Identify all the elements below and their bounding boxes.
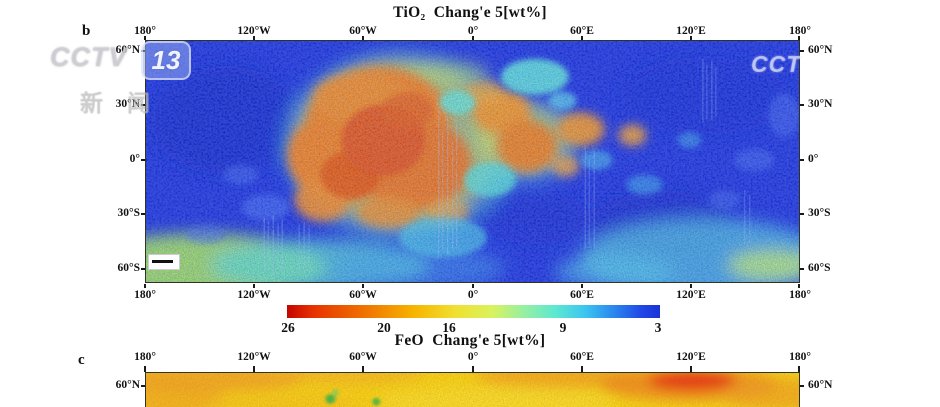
axis-tick (362, 366, 364, 372)
lon-tick-label: 180° (134, 289, 156, 301)
axis-tick (253, 284, 255, 288)
lon-tick-label: 180° (134, 25, 156, 37)
axis-tick (690, 36, 692, 40)
cctv-13-badge: 13 (141, 41, 191, 80)
panel-b-title: TiO₂ Chang'e 5[wt%] (393, 4, 547, 21)
colorbar-tick-label: 20 (377, 320, 391, 335)
axis-tick (800, 385, 804, 387)
lon-tick-label: 60°W (349, 25, 377, 37)
lon-tick-label: 120°E (676, 351, 706, 363)
axis-tick (581, 366, 583, 372)
axis-tick (472, 36, 474, 40)
colorbar (287, 305, 660, 318)
lon-tick-label: 60°W (349, 351, 377, 363)
axis-tick (798, 284, 800, 288)
lat-tick-label: 60°S (808, 262, 831, 274)
axis-tick (800, 50, 804, 52)
lat-tick-label: 30°N (115, 98, 140, 110)
axis-tick (144, 36, 146, 40)
lon-tick-label: 60°E (570, 289, 594, 301)
channel-number: 13 (151, 45, 181, 75)
lat-tick-label: 30°S (808, 207, 831, 219)
axis-tick (144, 366, 146, 372)
lat-tick-label: 60°N (115, 44, 140, 56)
colorbar-tick-label: 16 (442, 320, 456, 335)
lon-tick-label: 60°W (349, 289, 377, 301)
axis-tick (141, 104, 145, 106)
lon-tick-label: 60°E (570, 25, 594, 37)
axis-tick (581, 36, 583, 40)
lon-tick-label: 0° (467, 25, 479, 37)
lon-tick-label: 180° (789, 25, 811, 37)
lat-tick-label: 60°S (117, 262, 141, 274)
axis-tick (144, 284, 146, 288)
axis-tick (581, 284, 583, 288)
axis-tick (690, 366, 692, 372)
axis-tick (253, 366, 255, 372)
news-caption: 新闻 (80, 90, 174, 116)
axis-tick (798, 36, 800, 40)
lat-tick-label: 30°N (808, 98, 833, 110)
colorbar-tick-label: 9 (559, 320, 567, 335)
axis-tick (141, 385, 145, 387)
axis-tick (253, 36, 255, 40)
axis-tick (800, 268, 804, 270)
feo-map (145, 372, 800, 407)
axis-tick (800, 159, 804, 161)
lat-tick-label: 0° (129, 153, 140, 165)
axis-tick (141, 213, 145, 215)
lon-tick-label: 180° (134, 351, 156, 363)
lat-tick-label: 30°S (117, 207, 141, 219)
cctv-logo: CCTV (50, 42, 128, 72)
lon-tick-label: 120°W (237, 25, 271, 37)
axis-tick (362, 284, 364, 288)
axis-tick (472, 284, 474, 288)
map-scale-bar (152, 260, 173, 263)
lon-tick-label: 120°W (237, 351, 271, 363)
tio2-map (145, 40, 800, 283)
lat-tick-label: 0° (808, 153, 819, 165)
lon-tick-label: 120°E (676, 289, 706, 301)
lon-tick-label: 180° (789, 289, 811, 301)
lat-tick-label: 60°N (808, 379, 833, 391)
lon-tick-label: 0° (467, 289, 479, 301)
panel-b-label: b (82, 23, 91, 39)
axis-tick (141, 159, 145, 161)
colorbar-tick-label: 26 (281, 320, 295, 335)
cctv-corner-logo: CCT (751, 51, 802, 77)
axis-tick (362, 36, 364, 40)
axis-tick (800, 104, 804, 106)
lon-tick-label: 120°W (237, 289, 271, 301)
panel-c-label: c (78, 352, 85, 368)
lat-tick-label: 60°N (808, 44, 833, 56)
panel-c-title: FeO Chang'e 5[wt%] (394, 332, 546, 349)
axis-tick (472, 366, 474, 372)
lat-tick-label: 60°N (115, 379, 140, 391)
lon-tick-label: 180° (789, 351, 811, 363)
axis-tick (798, 366, 800, 372)
axis-tick (690, 284, 692, 288)
lon-tick-label: 60°E (570, 351, 594, 363)
colorbar-tick-label: 3 (654, 320, 662, 335)
lon-tick-label: 120°E (676, 25, 706, 37)
lon-tick-label: 0° (467, 351, 479, 363)
axis-tick (141, 268, 145, 270)
axis-tick (800, 213, 804, 215)
